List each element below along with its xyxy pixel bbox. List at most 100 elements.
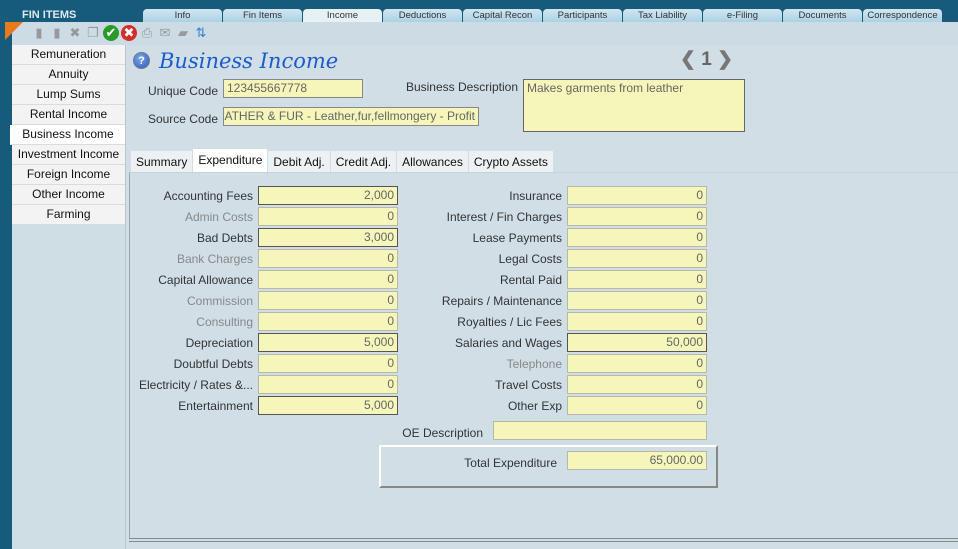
subtab-crypto-assets[interactable]: Crypto Assets [468,151,553,172]
salaries-and-wages-field[interactable]: 50,000 [567,333,707,352]
accounting-fees-field[interactable]: 2,000 [258,186,398,205]
pager: ❮ 1 ❯ [680,48,733,71]
sidebar-item-farming[interactable]: Farming [12,205,125,225]
bad-debts-label: Bad Debts [196,231,253,245]
delete-icon[interactable]: ✖ [69,25,81,40]
cancel-icon[interactable]: ✖ [121,25,137,41]
save-check-icon[interactable]: ✔ [103,25,119,41]
oe-description-label: OE Description [402,426,483,440]
email-icon[interactable]: ✉ [159,25,171,40]
telephone-field[interactable]: 0 [567,354,707,373]
edit-document-icon[interactable]: ▮ [53,25,61,40]
salaries-and-wages-label: Salaries and Wages [455,336,562,350]
travel-costs-field[interactable]: 0 [567,375,707,394]
sidebar-item-remuneration[interactable]: Remuneration [12,45,125,65]
legal-costs-field[interactable]: 0 [567,249,707,268]
repairs-maintenance-field[interactable]: 0 [567,291,707,310]
travel-costs-label: Travel Costs [495,378,562,392]
chevron-left-icon[interactable]: ❮ [680,49,696,70]
capital-allowance-label: Capital Allowance [158,273,253,287]
insurance-field[interactable]: 0 [567,186,707,205]
sub-tabs: Summary Expenditure Debit Adj. Credit Adj. A… [131,149,553,172]
lease-payments-field[interactable]: 0 [567,228,707,247]
corner-decoration [5,22,23,40]
chevron-right-icon[interactable]: ❯ [717,49,733,70]
total-box [379,445,718,488]
capital-allowance-field[interactable]: 0 [258,270,398,289]
consulting-label: Consulting [196,315,253,329]
tab-participants[interactable]: Participants [543,9,622,23]
sidebar-item-investment-income[interactable]: Investment Income [12,145,125,165]
bad-debts-field[interactable]: 3,000 [258,228,398,247]
commission-label: Commission [186,294,253,308]
oe-description-field[interactable] [493,421,707,440]
sidebar-item-other-income[interactable]: Other Income [12,185,125,205]
page-number: 1 [701,49,712,70]
doubtful-debts-field[interactable]: 0 [258,354,398,373]
interest-fin-charges-field[interactable]: 0 [567,207,707,226]
subtab-summary[interactable]: Summary [131,151,193,172]
admin-costs-field[interactable]: 0 [258,207,398,226]
tab-deductions[interactable]: Deductions [383,9,462,23]
tab-e-filing[interactable]: e-Filing [703,9,782,23]
sort-icon[interactable]: ⇅ [195,25,207,40]
expenditure-panel [129,172,958,539]
sidebar-item-business-income[interactable]: Business Income [10,125,126,145]
lease-payments-label: Lease Payments [472,231,562,245]
telephone-label: Telephone [506,357,562,371]
page-title: Business Income [159,49,339,73]
source-code-label: Source Code [147,112,218,126]
repairs-maintenance-label: Repairs / Maintenance [441,294,562,308]
business-description-field[interactable]: Makes garments from leather [523,79,745,132]
subtab-debit-adj-[interactable]: Debit Adj. [268,151,330,172]
tab-income[interactable]: Income [303,9,382,23]
copy-icon[interactable]: ❐ [87,25,99,40]
unique-code-field[interactable]: 123455667778 [223,79,363,98]
entertainment-field[interactable]: 5,000 [258,396,398,415]
rental-paid-field[interactable]: 0 [567,270,707,289]
subtab-expenditure[interactable]: Expenditure [193,149,268,172]
insurance-label: Insurance [509,189,562,203]
sidebar-item-lump-sums[interactable]: Lump Sums [12,85,125,105]
legal-costs-label: Legal Costs [498,252,562,266]
depreciation-field[interactable]: 5,000 [258,333,398,352]
sidebar: Remuneration Annuity Lump Sums Rental Incom… [10,45,126,549]
main-tabs: Info Fin Items Income Deductions Capital Rec… [143,9,942,23]
divider [129,538,958,542]
tab-info[interactable]: Info [143,9,222,23]
bank-charges-field[interactable]: 0 [258,249,398,268]
royalties-lic-fees-label: Royalties / Lic Fees [457,315,562,329]
unique-code-label: Unique Code [147,84,218,98]
commission-field[interactable]: 0 [258,291,398,310]
sidebar-item-rental-income[interactable]: Rental Income [12,105,125,125]
tab-capital-recon[interactable]: Capital Recon [463,9,542,23]
electricity-rates-label: Electricity / Rates &... [138,378,253,392]
print-icon[interactable]: ⎙ [141,25,153,40]
tab-documents[interactable]: Documents [783,9,862,23]
other-exp-field[interactable]: 0 [567,396,707,415]
tab-correspondence[interactable]: Correspondence [863,9,942,23]
source-code-value: ATHER & FUR - Leather,fur,fellmongery - … [224,109,475,123]
consulting-field[interactable]: 0 [258,312,398,331]
source-code-field[interactable]: ATHER & FUR - Leather,fur,fellmongery - … [223,107,479,126]
total-expenditure-field: 65,000.00 [567,451,707,470]
total-expenditure-label: Total Expenditure [464,456,557,470]
doubtful-debts-label: Doubtful Debts [173,357,253,371]
help-icon[interactable]: ? [133,52,150,69]
app-title: FIN ITEMS [22,9,77,21]
business-description-label: Business Description [405,80,518,94]
new-document-icon[interactable]: ▮ [35,25,43,40]
depreciation-label: Depreciation [185,336,253,350]
tab-fin-items[interactable]: Fin Items [223,9,302,23]
subtab-allowances[interactable]: Allowances [397,151,468,172]
subtab-credit-adj-[interactable]: Credit Adj. [330,151,397,172]
tab-tax-liability[interactable]: Tax Liability [623,9,702,23]
other-exp-label: Other Exp [507,399,562,413]
accounting-fees-label: Accounting Fees [163,189,253,203]
royalties-lic-fees-field[interactable]: 0 [567,312,707,331]
export-icon[interactable]: ▰ [178,25,188,40]
bank-charges-label: Bank Charges [176,252,253,266]
sidebar-item-annuity[interactable]: Annuity [12,65,125,85]
sidebar-item-foreign-income[interactable]: Foreign Income [12,165,125,185]
electricity-rates-field[interactable]: 0 [258,375,398,394]
